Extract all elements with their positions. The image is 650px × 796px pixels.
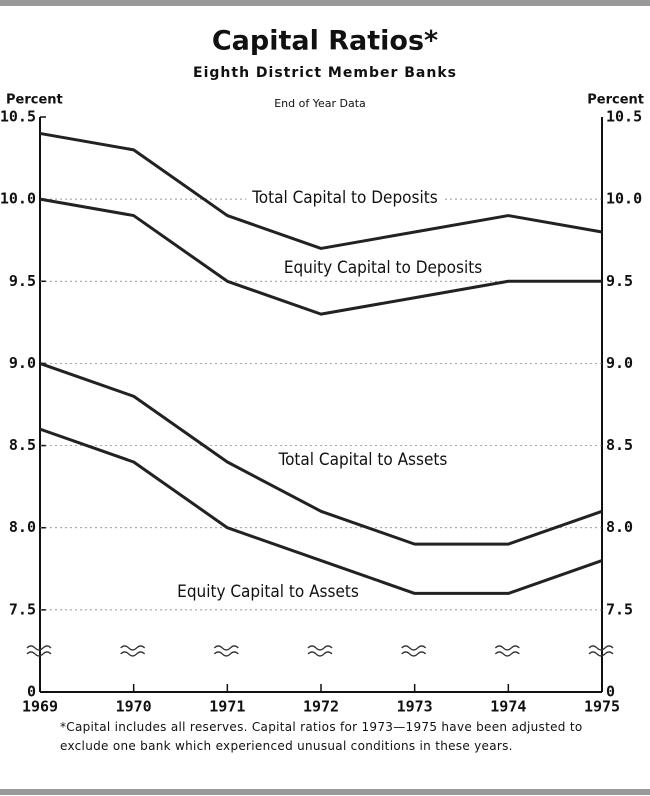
footnote: *Capital includes all reserves. Capital … [60, 720, 583, 753]
chart-title: Capital Ratios* [212, 26, 438, 57]
y2-tick-label: 9.0 [606, 354, 633, 372]
x-tick-label: 1974 [490, 698, 526, 716]
axis-break [26, 645, 52, 651]
y2-axis-label: Percent [587, 93, 644, 108]
x-tick-label: 1972 [303, 698, 339, 716]
y-tick-label: 9.0 [9, 354, 36, 372]
series-line [39, 131, 603, 250]
y-tick-label: 10.0 [0, 190, 36, 208]
chart-subtitle: Eighth District Member Banks [193, 65, 457, 81]
y2-tick-label: 8.5 [606, 436, 633, 454]
axis-break [120, 645, 146, 651]
axis-break [213, 645, 239, 651]
y-axis-label: Percent [6, 93, 63, 108]
top-border [0, 0, 650, 6]
y-tick-label: 0 [27, 683, 36, 701]
axis-break [494, 651, 520, 657]
x-tick-label: 1971 [209, 698, 245, 716]
axis-break [307, 651, 333, 657]
bottom-border [0, 789, 650, 795]
y-tick-label: 8.5 [9, 436, 36, 454]
series-label: Total Capital to Assets [278, 450, 448, 470]
series-label-bg [246, 187, 443, 209]
axis-break [120, 651, 146, 657]
axis-break [213, 651, 239, 657]
y-tick-label: 7.5 [9, 600, 36, 618]
y2-tick-label: 9.5 [606, 272, 633, 290]
series-label: Total Capital to Deposits [251, 188, 437, 208]
axis-break [494, 645, 520, 651]
axis-break [401, 645, 427, 651]
axis-break [401, 651, 427, 657]
y-tick-label: 10.5 [0, 108, 36, 126]
y-tick-label: 8.0 [9, 518, 36, 536]
y2-tick-label: 7.5 [606, 600, 633, 618]
series-line [39, 197, 602, 316]
series-label-bg [172, 581, 364, 603]
annotation: End of Year Data [274, 97, 366, 110]
x-tick-label: 1975 [584, 698, 620, 716]
series-label: Equity Capital to Assets [177, 582, 359, 602]
y2-tick-label: 0 [606, 683, 615, 701]
axis-break [588, 645, 614, 651]
y-tick-label: 9.5 [9, 272, 36, 290]
x-tick-label: 1970 [116, 698, 152, 716]
y2-tick-label: 10.0 [606, 190, 642, 208]
x-tick-label: 1969 [22, 698, 58, 716]
series-label-bg [278, 257, 488, 279]
y2-tick-label: 8.0 [606, 518, 633, 536]
series-label-bg [272, 449, 453, 471]
series-line [39, 427, 603, 595]
series-line [39, 362, 603, 546]
axis-break [588, 651, 614, 657]
y2-tick-label: 10.5 [606, 108, 642, 126]
series-label: Equity Capital to Deposits [284, 258, 482, 278]
x-tick-label: 1973 [397, 698, 433, 716]
axis-break [307, 645, 333, 651]
axis-break [26, 651, 52, 657]
